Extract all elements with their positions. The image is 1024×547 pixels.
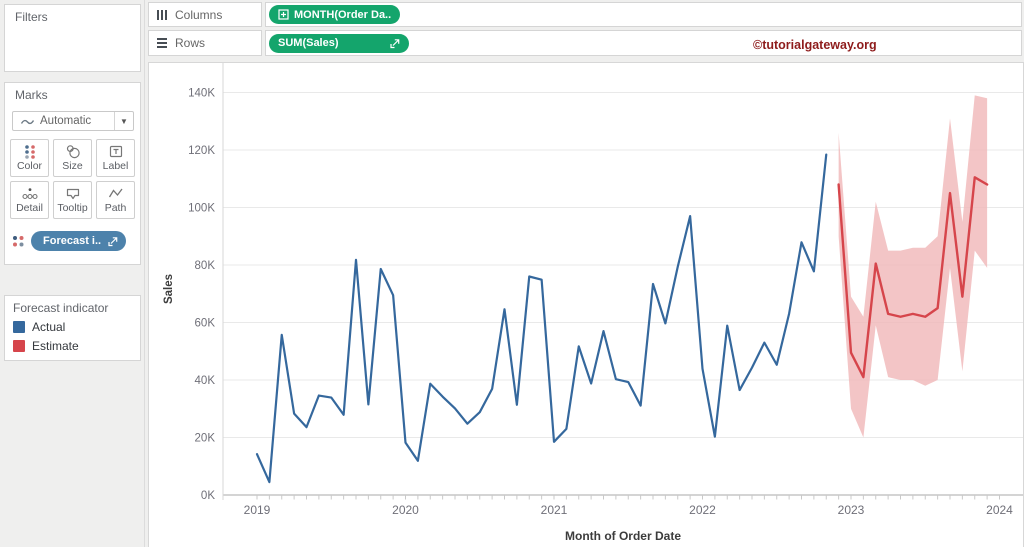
mark-type-value: Automatic [40, 115, 92, 127]
marks-pill-row: Forecast i.. [11, 231, 127, 251]
legend-title: Forecast indicator [13, 301, 109, 315]
svg-text:2020: 2020 [392, 503, 419, 517]
svg-text:120K: 120K [188, 145, 215, 157]
actual-swatch [13, 321, 25, 333]
path-icon [108, 188, 123, 198]
tooltip-button[interactable]: Tooltip [53, 181, 92, 219]
legend-item-estimate[interactable]: Estimate [13, 339, 79, 353]
rows-pill-sum-sales[interactable]: SUM(Sales) [269, 33, 409, 53]
svg-text:2023: 2023 [838, 503, 865, 517]
svg-text:2024: 2024 [986, 503, 1013, 517]
svg-text:40K: 40K [195, 375, 216, 387]
label-button[interactable]: Label [96, 139, 135, 177]
rows-shelf-label: Rows [148, 30, 262, 56]
svg-text:Sales: Sales [163, 274, 175, 304]
columns-icon [157, 9, 167, 20]
estimate-swatch [13, 340, 25, 352]
forecast-indicator-pill[interactable]: Forecast i.. [31, 231, 127, 251]
columns-shelf-label: Columns [148, 2, 262, 27]
marks-card: Marks Automatic ▼ Color [4, 82, 141, 265]
svg-text:2019: 2019 [244, 503, 271, 517]
pill-inout-icon [108, 236, 118, 246]
detail-button[interactable]: Detail [10, 181, 49, 219]
pill-dateplus-icon [278, 9, 289, 20]
chart-canvas[interactable]: 0K 20K 40K 60K 80K 100K 120K 140K 2019 2020 2021 20… [149, 63, 1023, 547]
svg-text:20K: 20K [195, 433, 216, 445]
svg-text:0K: 0K [201, 490, 215, 502]
path-button[interactable]: Path [96, 181, 135, 219]
chevron-down-icon[interactable]: ▼ [114, 112, 133, 130]
svg-text:2022: 2022 [689, 503, 716, 517]
tooltip-icon [66, 188, 79, 200]
mark-type-dropdown[interactable]: Automatic ▼ [12, 111, 134, 131]
svg-text:140K: 140K [188, 88, 215, 100]
columns-shelf[interactable]: MONTH(Order Da.. [265, 2, 1022, 27]
line-mark-icon [20, 116, 35, 127]
legend-item-actual[interactable]: Actual [13, 320, 65, 334]
detail-icon [21, 187, 38, 199]
size-icon [66, 145, 80, 159]
marks-title: Marks [15, 88, 48, 102]
label-icon [109, 145, 122, 158]
filters-title: Filters [15, 10, 48, 24]
watermark: ©tutorialgateway.org [753, 38, 877, 52]
color-button[interactable]: Color [10, 139, 49, 177]
size-button[interactable]: Size [53, 139, 92, 177]
rows-icon [157, 38, 167, 48]
svg-text:80K: 80K [195, 260, 216, 272]
color-dots-icon [13, 236, 24, 247]
columns-pill-month-order-date[interactable]: MONTH(Order Da.. [269, 5, 401, 24]
chart-area: 0K 20K 40K 60K 80K 100K 120K 140K 2019 2020 2021 20… [148, 62, 1024, 547]
sidebar-divider [144, 0, 145, 547]
svg-text:2021: 2021 [541, 503, 568, 517]
svg-text:100K: 100K [188, 203, 215, 215]
svg-text:60K: 60K [195, 318, 216, 330]
rows-shelf[interactable]: SUM(Sales) [265, 30, 1022, 56]
color-icon [24, 145, 35, 159]
filters-card[interactable]: Filters [4, 4, 141, 72]
pill-inout-icon [390, 38, 400, 48]
marks-buttons: Color Size Label [10, 139, 141, 219]
forecast-indicator-legend: Forecast indicator Actual Estimate [4, 295, 141, 361]
svg-text:Month of Order Date: Month of Order Date [565, 529, 681, 543]
